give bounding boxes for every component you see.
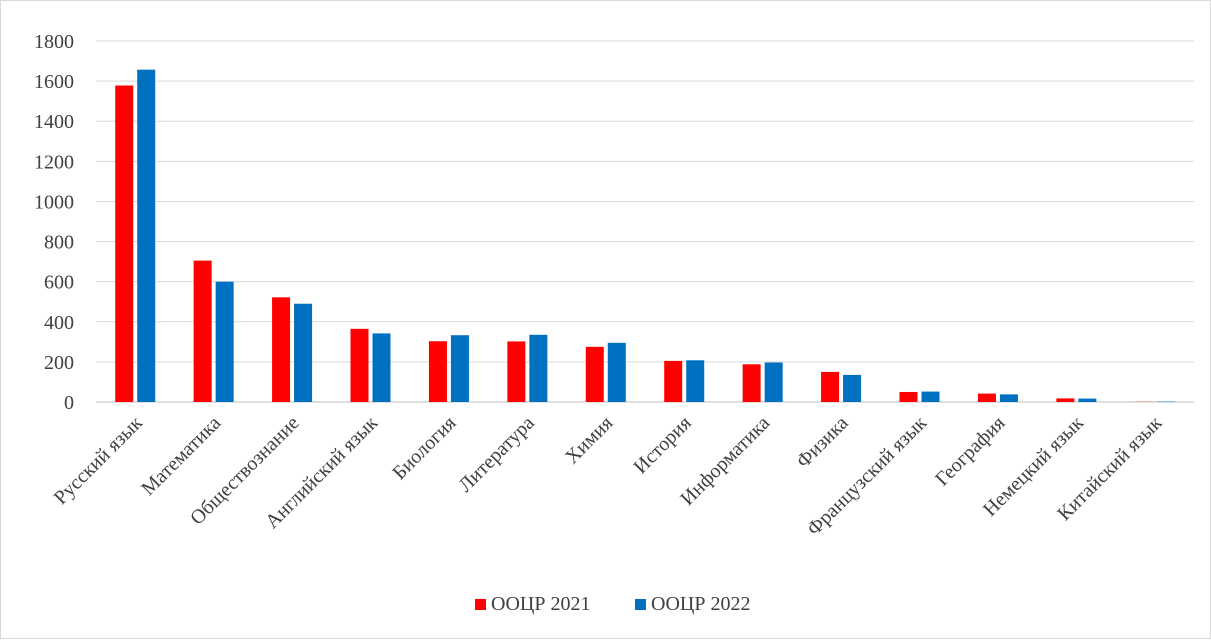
category-label: История <box>629 412 695 478</box>
bar-2021 <box>900 392 918 402</box>
gridlines <box>96 41 1194 402</box>
bar-2021 <box>978 394 996 402</box>
bars <box>115 70 1175 402</box>
category-label: Русский язык <box>50 412 147 509</box>
bar-2022 <box>1078 399 1096 402</box>
bar-2022 <box>373 333 391 402</box>
bar-2021 <box>586 347 604 402</box>
category-label: Химия <box>561 412 617 468</box>
bar-2022 <box>765 362 783 402</box>
legend-label: ООЦР 2022 <box>651 593 750 615</box>
bar-2022 <box>922 392 940 402</box>
y-tick-label: 200 <box>44 352 74 374</box>
bar-2021 <box>664 361 682 402</box>
y-axis-tick-labels: 0 200 400 600 800 1000 1200 1400 1600 1800 <box>34 31 74 414</box>
bar-2021 <box>272 297 290 402</box>
y-tick-label: 400 <box>44 312 74 334</box>
category-label: Физика <box>792 412 852 472</box>
bar-2022 <box>686 360 704 402</box>
bar-2022 <box>529 335 547 402</box>
y-tick-label: 0 <box>64 392 74 414</box>
y-tick-label: 1400 <box>34 111 74 133</box>
y-tick-label: 1000 <box>34 191 74 213</box>
bar-2022 <box>608 343 626 402</box>
y-tick-label: 1200 <box>34 151 74 173</box>
y-tick-label: 1600 <box>34 71 74 93</box>
bar-2021 <box>743 364 761 402</box>
legend-label: ООЦР 2021 <box>491 593 590 615</box>
bar-2021 <box>507 341 525 402</box>
bar-2021 <box>194 261 212 402</box>
bar-2021 <box>351 329 369 402</box>
y-tick-label: 1800 <box>34 31 74 53</box>
y-tick-label: 600 <box>44 272 74 294</box>
bar-2022 <box>451 335 469 402</box>
category-label: Литература <box>454 412 539 497</box>
bar-2022 <box>294 304 312 402</box>
legend: ООЦР 2021 ООЦР 2022 <box>475 593 750 615</box>
legend-swatch <box>475 599 486 610</box>
y-tick-label: 800 <box>44 232 74 254</box>
legend-swatch <box>635 599 646 610</box>
category-label: Биология <box>388 412 460 484</box>
bar-2022 <box>216 282 234 402</box>
bar-2021 <box>821 372 839 402</box>
bar-2021 <box>429 341 447 402</box>
bar-2022 <box>843 375 861 402</box>
category-label: География <box>931 412 1009 490</box>
bar-2022 <box>137 70 155 402</box>
bar-2022 <box>1000 394 1018 402</box>
x-axis-category-labels: Русский языкМатематикаОбществознаниеАнгл… <box>50 412 1167 540</box>
bar-2021 <box>1056 398 1074 402</box>
bar-2021 <box>115 86 133 402</box>
